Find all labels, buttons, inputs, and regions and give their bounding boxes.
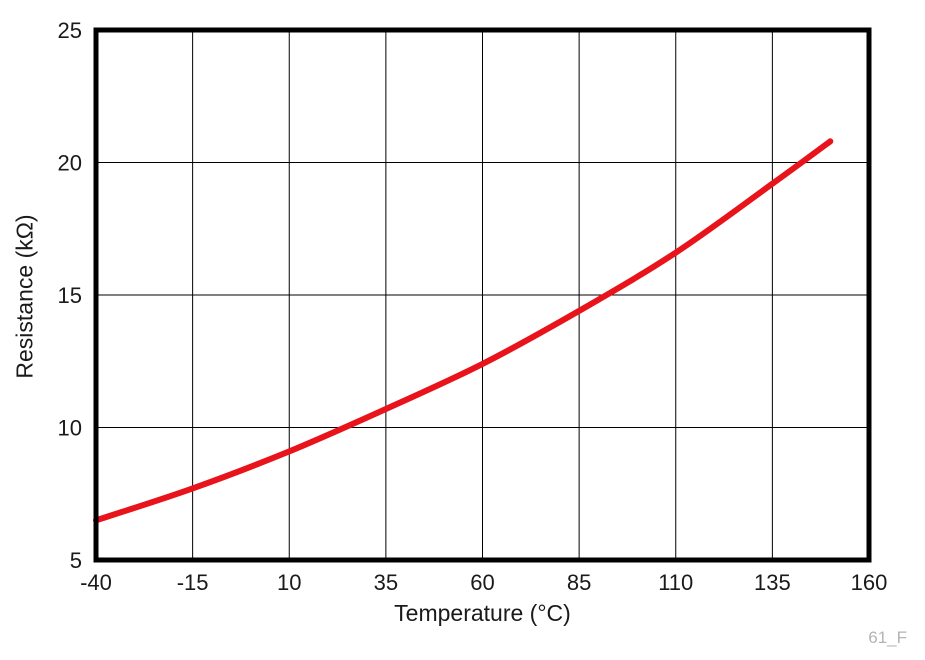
y-axis-tick-labels: 5 10 15 20 25 — [58, 18, 82, 573]
y-tick-label: 15 — [58, 283, 82, 308]
x-axis-tick-labels: -40 -15 10 35 60 85 110 135 160 — [80, 570, 887, 595]
y-tick-label: 10 — [58, 416, 82, 441]
y-tick-label: 25 — [58, 18, 82, 43]
x-axis-title: Temperature (°C) — [394, 600, 571, 626]
figure-id-watermark: 61_F — [868, 628, 907, 647]
x-tick-label: 10 — [277, 570, 301, 595]
plot-border — [93, 27, 872, 563]
y-axis-title: Resistance (kΩ) — [11, 214, 38, 379]
y-tick-label: 20 — [58, 151, 82, 176]
x-tick-label: 35 — [374, 570, 398, 595]
x-tick-label: 110 — [658, 570, 693, 595]
x-tick-label: 160 — [851, 570, 888, 595]
x-tick-label: 60 — [470, 570, 494, 595]
x-tick-label: 85 — [567, 570, 591, 595]
grid-lines — [96, 30, 869, 560]
x-tick-label: -15 — [177, 570, 209, 595]
resistance-curve — [93, 138, 834, 524]
x-tick-label: 135 — [754, 570, 791, 595]
y-tick-label: 5 — [70, 548, 82, 573]
x-tick-label: -40 — [80, 570, 112, 595]
